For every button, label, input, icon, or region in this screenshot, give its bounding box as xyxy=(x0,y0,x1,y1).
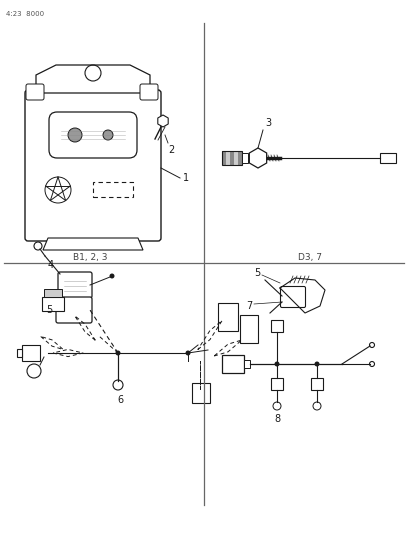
Bar xyxy=(22,345,40,361)
Bar xyxy=(311,378,323,390)
Circle shape xyxy=(109,273,115,279)
Text: 4:23  8000: 4:23 8000 xyxy=(6,11,44,17)
Bar xyxy=(218,303,238,331)
Text: 4: 4 xyxy=(48,260,54,270)
Bar xyxy=(17,349,22,357)
Circle shape xyxy=(103,130,113,140)
Circle shape xyxy=(275,361,279,367)
Text: 1: 1 xyxy=(183,173,189,183)
Bar xyxy=(42,297,64,311)
Bar xyxy=(242,153,248,163)
Bar xyxy=(230,151,233,165)
Circle shape xyxy=(68,128,82,142)
Polygon shape xyxy=(36,65,150,93)
Text: 5: 5 xyxy=(254,268,260,278)
Bar xyxy=(226,151,229,165)
Bar xyxy=(380,153,396,163)
Bar xyxy=(44,289,62,297)
Text: B1, 2, 3: B1, 2, 3 xyxy=(73,253,107,262)
Circle shape xyxy=(186,351,191,356)
FancyBboxPatch shape xyxy=(56,297,92,323)
Text: 8: 8 xyxy=(274,414,280,424)
Text: 6: 6 xyxy=(117,395,123,405)
Bar xyxy=(222,151,226,165)
FancyBboxPatch shape xyxy=(25,90,161,241)
Polygon shape xyxy=(43,238,143,250)
Bar xyxy=(222,355,244,373)
Bar xyxy=(271,378,283,390)
Polygon shape xyxy=(158,115,168,127)
Text: 2: 2 xyxy=(168,145,174,155)
Text: 5: 5 xyxy=(46,305,52,315)
Polygon shape xyxy=(249,148,267,168)
FancyBboxPatch shape xyxy=(58,272,92,298)
Bar xyxy=(240,315,258,343)
Text: D3, 7: D3, 7 xyxy=(298,253,322,262)
Circle shape xyxy=(115,351,120,356)
FancyBboxPatch shape xyxy=(281,287,306,308)
Bar xyxy=(222,151,242,165)
Bar xyxy=(244,360,250,368)
FancyBboxPatch shape xyxy=(49,112,137,158)
Bar xyxy=(234,151,237,165)
FancyBboxPatch shape xyxy=(26,84,44,100)
Circle shape xyxy=(315,361,319,367)
Bar xyxy=(271,320,283,332)
Text: 3: 3 xyxy=(265,118,271,128)
FancyBboxPatch shape xyxy=(140,84,158,100)
Bar xyxy=(192,383,210,403)
Bar xyxy=(238,151,242,165)
Text: 7: 7 xyxy=(246,301,252,311)
Bar xyxy=(93,182,133,197)
